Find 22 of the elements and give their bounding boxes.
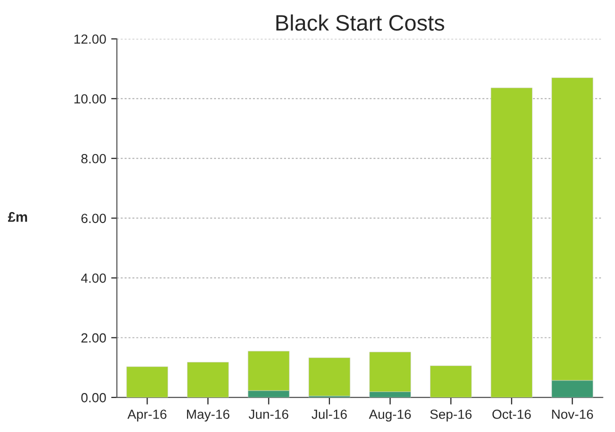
y-tick-label: 6.00 xyxy=(81,214,106,224)
y-tick-label: 8.00 xyxy=(81,154,106,164)
x-tick-label: Jul-16 xyxy=(312,409,347,419)
x-tick-label: Nov-16 xyxy=(552,410,594,419)
bar xyxy=(490,88,532,398)
y-tick-label: 0.00 xyxy=(81,393,106,402)
x-tick-label: Sep-16 xyxy=(430,410,472,422)
bar xyxy=(308,358,350,396)
y-axis-title: £m xyxy=(8,212,28,222)
x-tick-label: Apr-16 xyxy=(127,410,166,422)
chart-title: Black Start Costs xyxy=(276,14,444,31)
bar xyxy=(126,366,168,398)
x-tick-label: Aug-16 xyxy=(368,410,411,422)
y-tick-label: 4.00 xyxy=(81,273,106,283)
bar xyxy=(187,362,229,398)
bar xyxy=(430,366,472,398)
y-tick-label: 10.00 xyxy=(74,94,106,104)
x-tick-label: Oct-16 xyxy=(492,410,531,419)
x-tick-label: Jun-16 xyxy=(248,410,288,419)
y-tick-label: 2.00 xyxy=(81,333,106,343)
x-tick-label: May-16 xyxy=(187,410,230,422)
y-tick-label: 12.00 xyxy=(74,34,106,44)
